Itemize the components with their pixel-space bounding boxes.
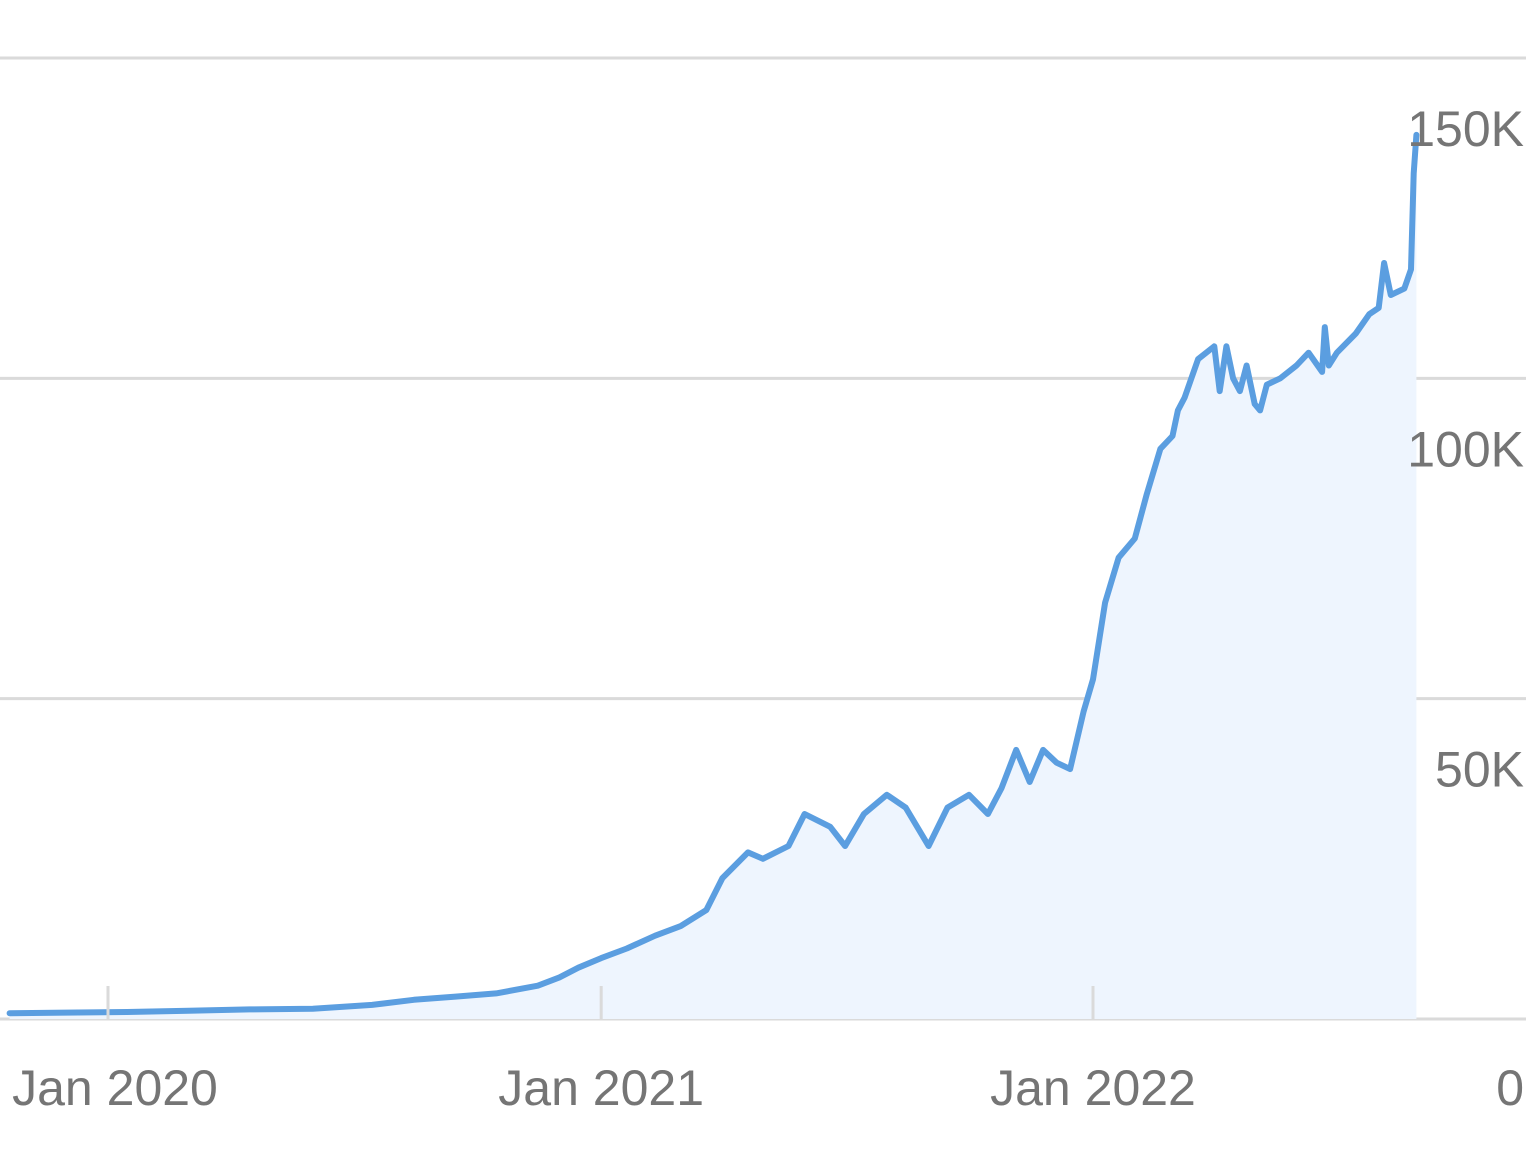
series-line	[6, 131, 1420, 1017]
x-tick-label-1: Jan 2021	[498, 1060, 704, 1116]
x-tick-label-0: Jan 2020	[12, 1060, 218, 1116]
x-axis-ticks: Jan 2020 Jan 2021 Jan 2022	[12, 986, 1196, 1116]
series-area-fill	[9, 134, 1417, 1019]
y-tick-label-3: 150K	[1407, 101, 1524, 157]
y-tick-label-1: 50K	[1435, 742, 1524, 798]
x-tick-label-2: Jan 2022	[990, 1060, 1196, 1116]
y-tick-label-0: 0	[1496, 1060, 1524, 1116]
y-tick-label-2: 100K	[1407, 421, 1524, 477]
y-axis-ticks: 0 50K 100K 150K	[1407, 101, 1524, 1116]
